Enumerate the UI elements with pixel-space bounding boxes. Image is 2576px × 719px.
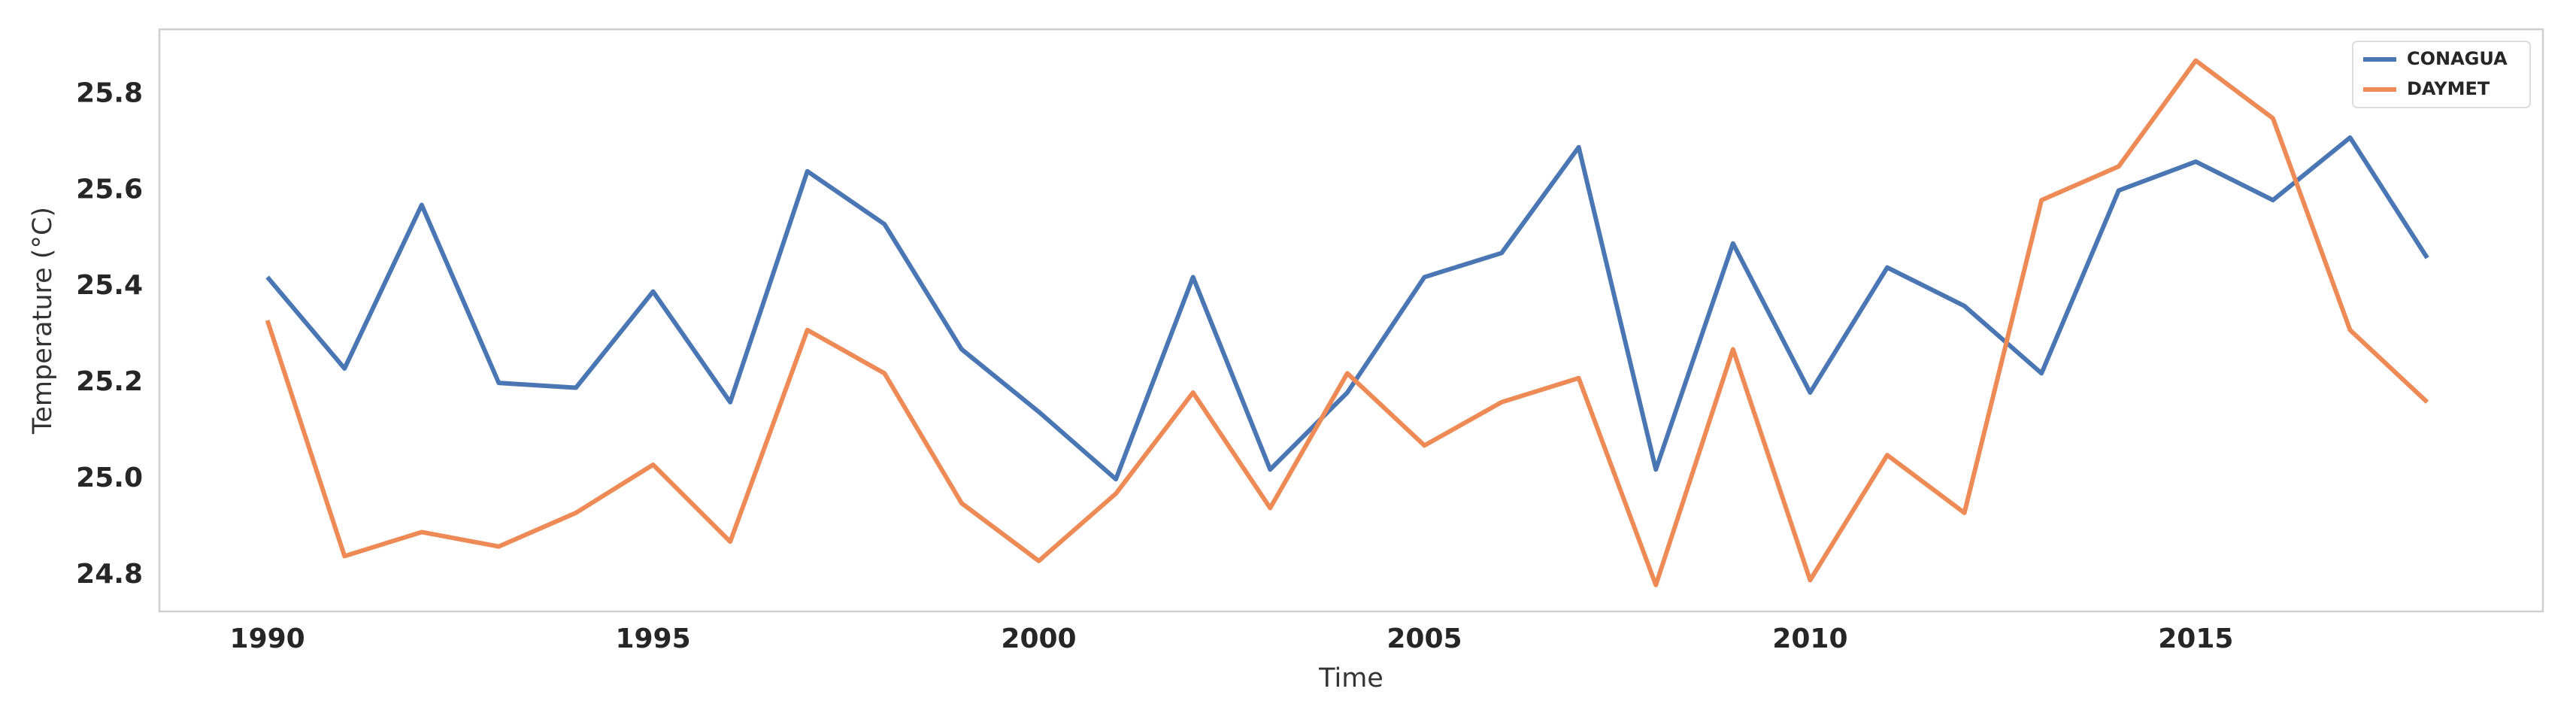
plot-frame [158, 28, 2544, 613]
legend-box [2352, 41, 2531, 108]
x-tick-label: 2005 [1386, 623, 1462, 654]
y-tick-label: 25.0 [76, 463, 143, 493]
x-tick-label: 1995 [615, 623, 690, 654]
y-axis-label: Temperature (°C) [28, 207, 58, 435]
y-tick-label: 25.6 [76, 174, 143, 205]
legend-label: CONAGUA [2407, 48, 2508, 69]
x-tick-label: 2010 [1772, 623, 1847, 654]
x-axis-label: Time [1318, 663, 1383, 693]
x-tick-label: 2000 [1001, 623, 1076, 654]
legend-label: DAYMET [2407, 78, 2490, 99]
y-tick-label: 25.2 [76, 366, 143, 397]
x-tick-label: 2015 [2158, 623, 2233, 654]
x-tick-label: 1990 [230, 623, 305, 654]
line-series [265, 135, 2429, 482]
line-series [265, 58, 2429, 587]
y-tick-label: 25.8 [76, 77, 143, 108]
y-tick-label: 24.8 [76, 559, 143, 590]
y-tick-label: 25.4 [76, 270, 143, 301]
